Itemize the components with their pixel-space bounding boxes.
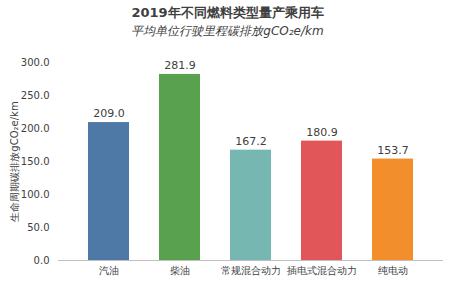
svg-text:生命周期碳排放gCO₂e/km: 生命周期碳排放gCO₂e/km bbox=[9, 101, 20, 221]
svg-text:153.7: 153.7 bbox=[377, 144, 409, 157]
svg-text:200.0: 200.0 bbox=[21, 123, 50, 134]
svg-text:50.0: 50.0 bbox=[27, 222, 49, 233]
svg-text:281.9: 281.9 bbox=[164, 59, 196, 72]
svg-text:209.0: 209.0 bbox=[93, 107, 125, 120]
svg-text:300.0: 300.0 bbox=[21, 57, 50, 68]
svg-text:插电式混合动力: 插电式混合动力 bbox=[287, 265, 357, 276]
svg-text:150.0: 150.0 bbox=[21, 156, 50, 167]
html-text:2019年不同燃料类型量产乘用车: 2019年不同燃料类型量产乘用车 bbox=[131, 5, 324, 20]
svg-text:纯电动: 纯电动 bbox=[378, 265, 408, 276]
svg-text:柴油: 柴油 bbox=[170, 265, 190, 276]
svg-text:100.0: 100.0 bbox=[21, 189, 50, 200]
svg-text:常规混合动力: 常规混合动力 bbox=[221, 265, 281, 276]
html-text:平均单位行驶里程碳排放gCO₂e/km: 平均单位行驶里程碳排放gCO₂e/km bbox=[131, 24, 324, 38]
svg-text:180.9: 180.9 bbox=[306, 126, 338, 139]
svg-text:汽油: 汽油 bbox=[99, 265, 119, 276]
svg-text:250.0: 250.0 bbox=[21, 90, 50, 101]
svg-text:167.2: 167.2 bbox=[235, 135, 267, 148]
svg-text:0.0: 0.0 bbox=[34, 255, 50, 266]
